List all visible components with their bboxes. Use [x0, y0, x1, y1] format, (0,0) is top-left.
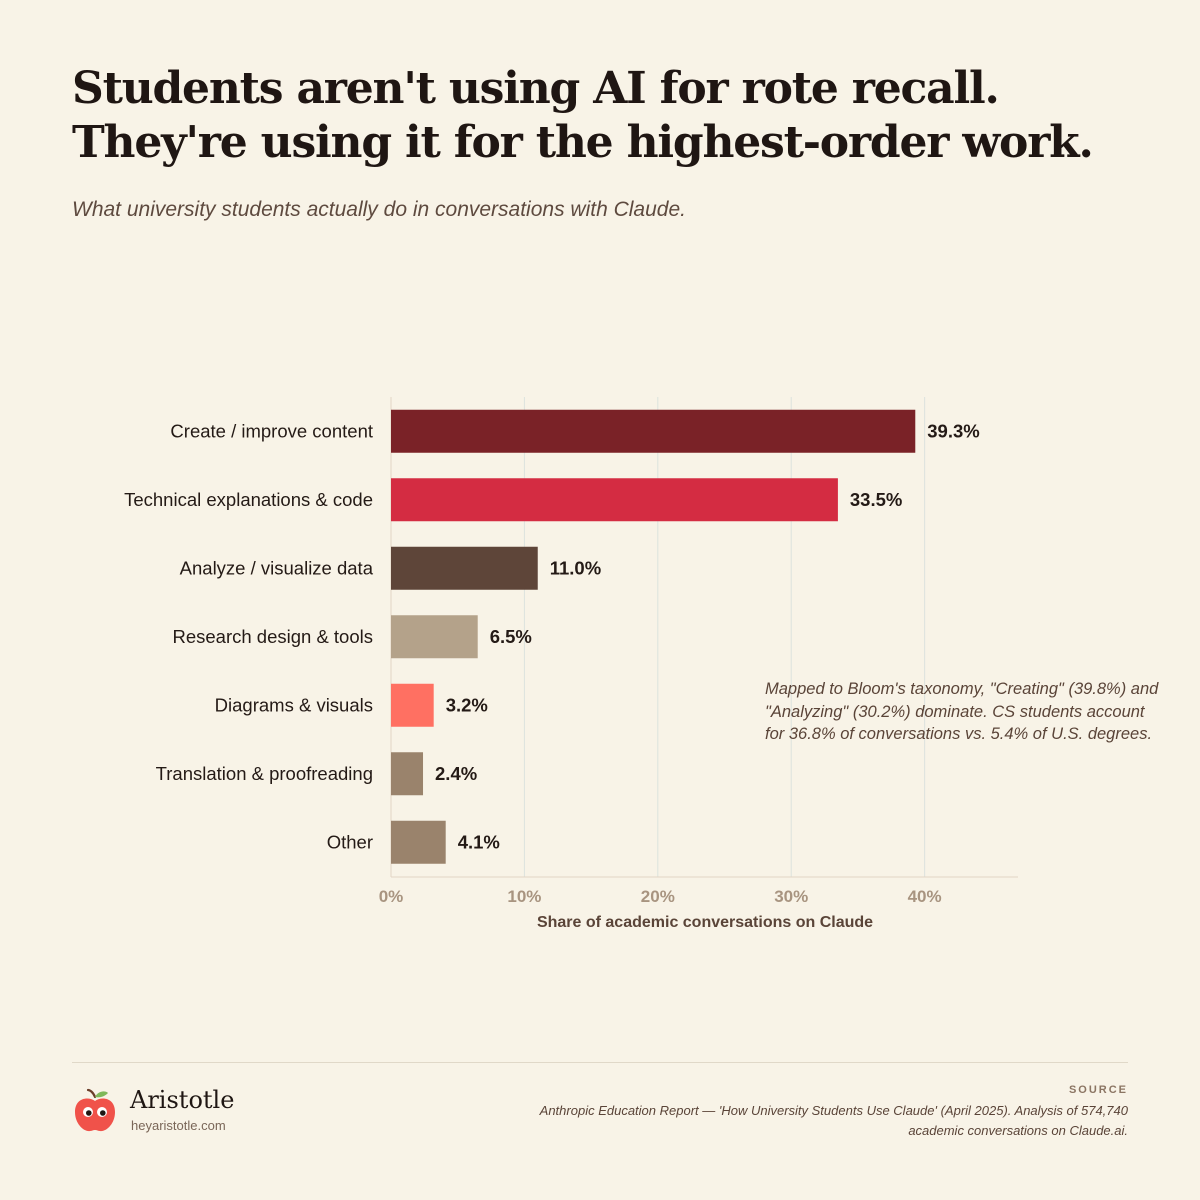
- category-label: Create / improve content: [170, 420, 373, 441]
- bar: [391, 478, 838, 522]
- bar-chart: Create / improve content 39.3% Technical e…: [124, 397, 1018, 931]
- bar: [391, 615, 478, 659]
- bar: [391, 752, 424, 796]
- category-label: Analyze / visualize data: [180, 557, 374, 578]
- value-label: 6.5%: [490, 626, 532, 647]
- x-tick-label: 40%: [908, 887, 942, 906]
- page-subtitle: What university students actually do in …: [72, 198, 686, 221]
- bar: [391, 546, 538, 590]
- bar: [391, 409, 916, 453]
- page-title: Students aren't using AI for rote recall…: [72, 62, 1152, 170]
- footer-divider: [72, 1062, 1128, 1063]
- title-line: They're using it for the highest-order w…: [72, 117, 1094, 168]
- x-tick-label: 20%: [641, 887, 675, 906]
- category-label: Technical explanations & code: [124, 489, 373, 510]
- value-label: 11.0%: [550, 557, 601, 578]
- x-tick-label: 10%: [507, 887, 541, 906]
- x-tick-label: 30%: [774, 887, 808, 906]
- apple-icon: [75, 1088, 115, 1132]
- x-axis-title: Share of academic conversations on Claud…: [537, 914, 873, 931]
- value-label: 2.4%: [435, 763, 477, 784]
- value-label: 33.5%: [850, 489, 902, 510]
- value-label: 39.3%: [927, 420, 979, 441]
- category-label: Research design & tools: [172, 626, 373, 647]
- category-label: Other: [327, 831, 373, 852]
- value-label: 4.1%: [458, 831, 500, 852]
- x-tick-label: 0%: [379, 887, 404, 906]
- brand-name: Aristotle: [130, 1086, 235, 1114]
- chart-annotation: Mapped to Bloom's taxonomy, "Creating" (…: [765, 680, 1159, 743]
- category-label: Diagrams & visuals: [215, 694, 373, 715]
- category-label: Translation & proofreading: [156, 763, 373, 784]
- brand-url[interactable]: heyaristotle.com: [131, 1118, 226, 1133]
- source-text: Anthropic Education Report — 'How Univer…: [539, 1103, 1128, 1138]
- bar: [391, 820, 446, 864]
- bar: [391, 683, 434, 727]
- value-label: 3.2%: [446, 694, 488, 715]
- title-line: Students aren't using AI for rote recall…: [72, 63, 1000, 114]
- source-label: SOURCE: [1068, 1084, 1128, 1096]
